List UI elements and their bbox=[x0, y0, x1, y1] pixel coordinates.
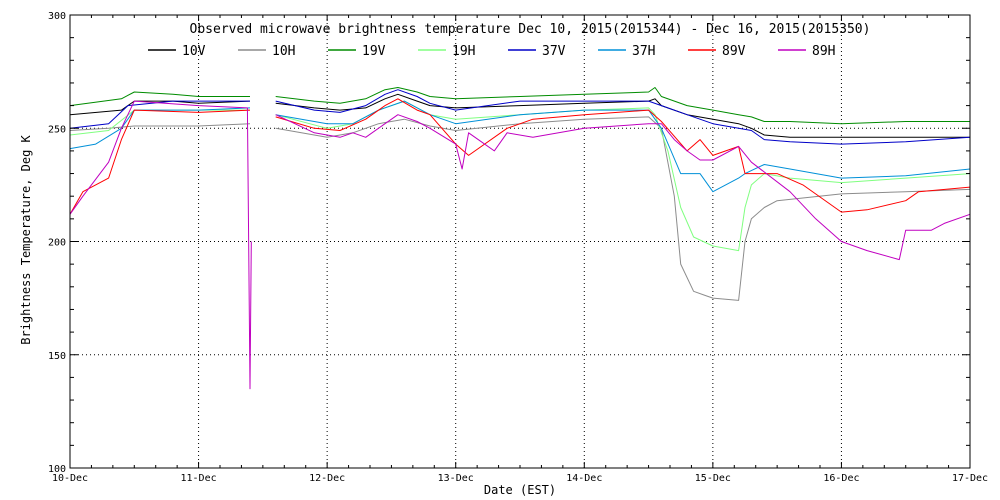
series-line-10h bbox=[69, 116, 971, 301]
legend-label-10h: 10H bbox=[272, 44, 295, 59]
y-tick-label: 250 bbox=[48, 124, 66, 135]
x-axis-title: Date (EST) bbox=[484, 483, 556, 497]
legend-label-10v: 10V bbox=[182, 44, 206, 59]
legend-label-89h: 89H bbox=[812, 44, 835, 59]
legend-label-89v: 89V bbox=[722, 44, 746, 59]
y-tick-label: 150 bbox=[48, 351, 66, 362]
series-line-89h bbox=[69, 100, 971, 390]
legend-label-37h: 37H bbox=[632, 44, 655, 59]
y-tick-label: 200 bbox=[48, 238, 66, 249]
x-tick-label: 13-Dec bbox=[438, 473, 474, 484]
legend: 10V 10H 19V 19H 37V 37H 89V 89H bbox=[148, 44, 835, 59]
y-tick-label: 300 bbox=[48, 11, 66, 22]
legend-label-37v: 37V bbox=[542, 44, 566, 59]
x-tick-label: 14-Dec bbox=[566, 473, 602, 484]
series-line-89v bbox=[69, 98, 971, 215]
legend-label-19h: 19H bbox=[452, 44, 475, 59]
chart-title: Observed microwave brightness temperatur… bbox=[190, 22, 871, 37]
axis-ticks: 10-Dec 11-Dec 12-Dec 13-Dec 14-Dec 15-Dec 16-D… bbox=[48, 11, 988, 484]
y-axis-title: Brightness Temperature, Deg K bbox=[19, 134, 33, 344]
x-tick-label: 15-Dec bbox=[695, 473, 731, 484]
y-tick-label: 100 bbox=[48, 464, 66, 475]
x-tick-label: 11-Dec bbox=[181, 473, 217, 484]
series-line-37h bbox=[69, 100, 971, 193]
x-tick-label: 17-Dec bbox=[952, 473, 988, 484]
series-layer bbox=[69, 87, 971, 390]
x-tick-label: 16-Dec bbox=[823, 473, 859, 484]
x-tick-label: 12-Dec bbox=[309, 473, 345, 484]
series-line-37v bbox=[69, 89, 971, 145]
series-line-19v bbox=[69, 87, 970, 125]
x-tick-label: 10-Dec bbox=[52, 473, 88, 484]
legend-label-19v: 19V bbox=[362, 44, 386, 59]
